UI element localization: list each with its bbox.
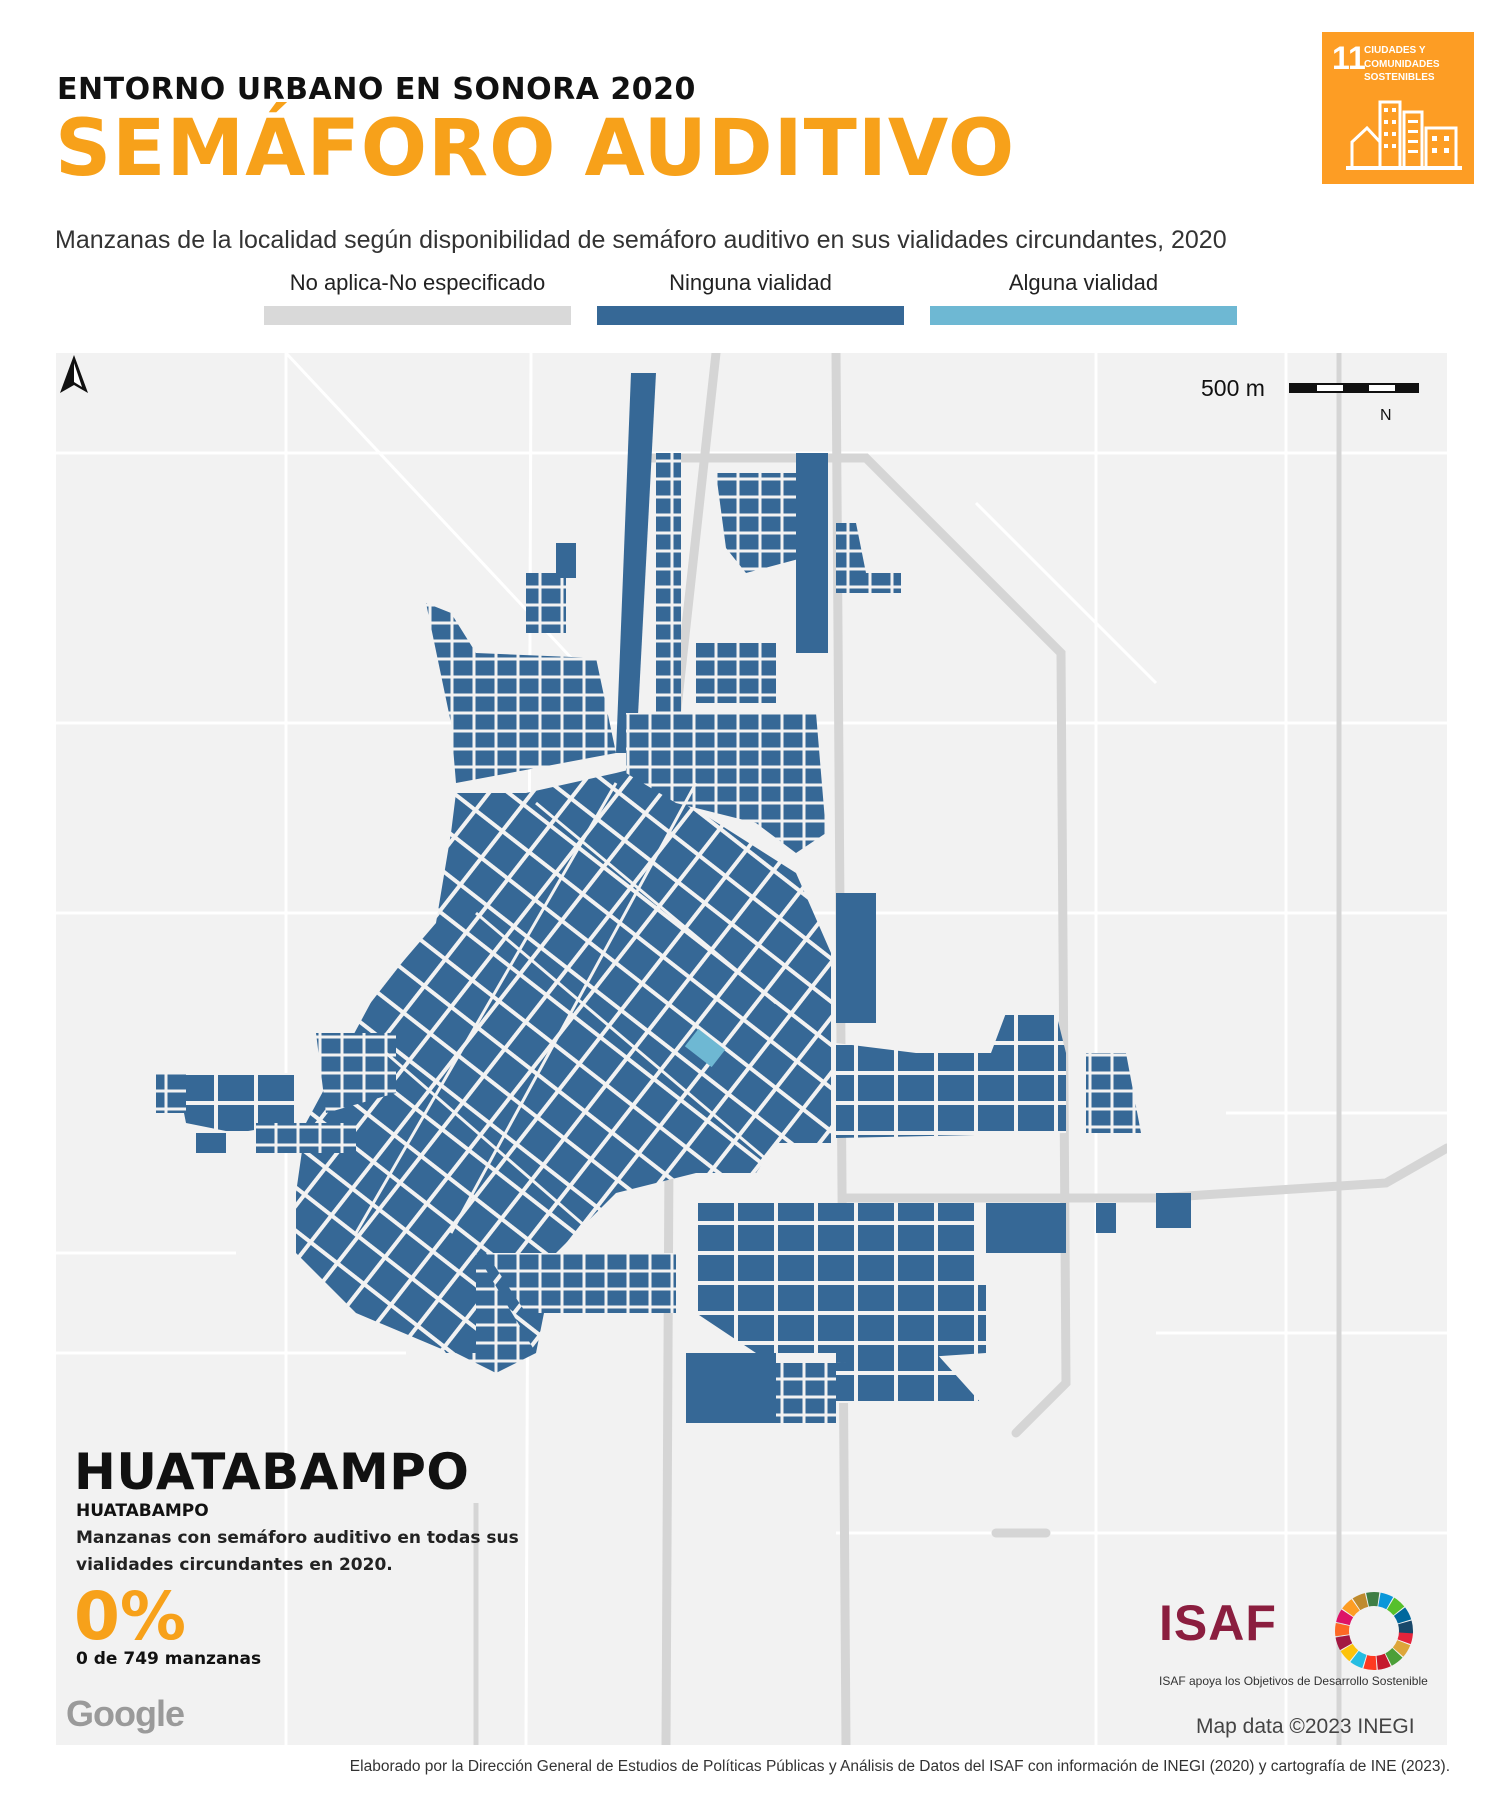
map-canvas[interactable] bbox=[56, 353, 1447, 1745]
map-panel[interactable]: 500 m N HUATABAMPO HUATABAMPO Manzanas c… bbox=[56, 353, 1447, 1745]
legend-swatch bbox=[597, 306, 904, 325]
legend-label: No aplica-No especificado bbox=[289, 270, 546, 295]
isaf-logo-text: ISAF bbox=[1159, 1595, 1277, 1651]
isaf-logo: ISAF ISAF apoya los bbox=[1159, 1586, 1428, 1696]
legend-swatch bbox=[264, 306, 571, 325]
legend-item-ninguna: Ninguna vialidad bbox=[597, 270, 904, 325]
legend: No aplica-No especificado Ninguna vialid… bbox=[0, 270, 1500, 330]
locality-description: Manzanas con semáforo auditivo en todas … bbox=[76, 1528, 519, 1576]
legend-label: Ninguna vialidad bbox=[669, 270, 832, 295]
sdg-number: 11 bbox=[1332, 40, 1366, 76]
block-count: 0 de 749 manzanas bbox=[76, 1649, 262, 1669]
footer-credits: Elaborado por la Dirección General de Es… bbox=[349, 1758, 1450, 1775]
legend-item-no-aplica: No aplica-No especificado bbox=[264, 270, 571, 325]
locality-name: HUATABAMPO bbox=[74, 1443, 470, 1501]
interior-streets bbox=[354, 782, 807, 1255]
scale-label: 500 m bbox=[1201, 375, 1265, 401]
legend-item-alguna: Alguna vialidad bbox=[930, 270, 1237, 325]
google-logo: Google bbox=[66, 1693, 185, 1734]
sdg-11-badge: 11 CIUDADES Y COMUNIDADES SOSTENIBLES bbox=[1322, 32, 1474, 184]
header-subtitle: ENTORNO URBANO EN SONORA 2020 bbox=[57, 72, 696, 107]
municipality-name: HUATABAMPO bbox=[76, 1501, 209, 1521]
urban-blocks bbox=[156, 373, 1191, 1423]
sdg-wheel-icon bbox=[1335, 1592, 1413, 1670]
city-icon bbox=[1346, 100, 1462, 170]
legend-label: Alguna vialidad bbox=[1008, 270, 1159, 295]
percent-value: 0% bbox=[74, 1578, 187, 1655]
map-attribution: Map data ©2023 INEGI bbox=[1196, 1715, 1415, 1738]
scale-bar bbox=[1289, 383, 1419, 393]
legend-swatch bbox=[930, 306, 1237, 325]
page-title: SEMÁFORO AUDITIVO bbox=[55, 104, 1016, 194]
north-label: N bbox=[1380, 407, 1392, 424]
sdg-text: CIUDADES Y COMUNIDADES SOSTENIBLES bbox=[1364, 45, 1440, 83]
map-description: Manzanas de la localidad según disponibi… bbox=[55, 226, 1227, 254]
isaf-caption: ISAF apoya los Objetivos de Desarrollo S… bbox=[1159, 1674, 1428, 1688]
roads-minor bbox=[473, 353, 1342, 1745]
north-arrow-icon bbox=[60, 355, 88, 393]
block-alguna-vialidad bbox=[684, 1028, 726, 1068]
